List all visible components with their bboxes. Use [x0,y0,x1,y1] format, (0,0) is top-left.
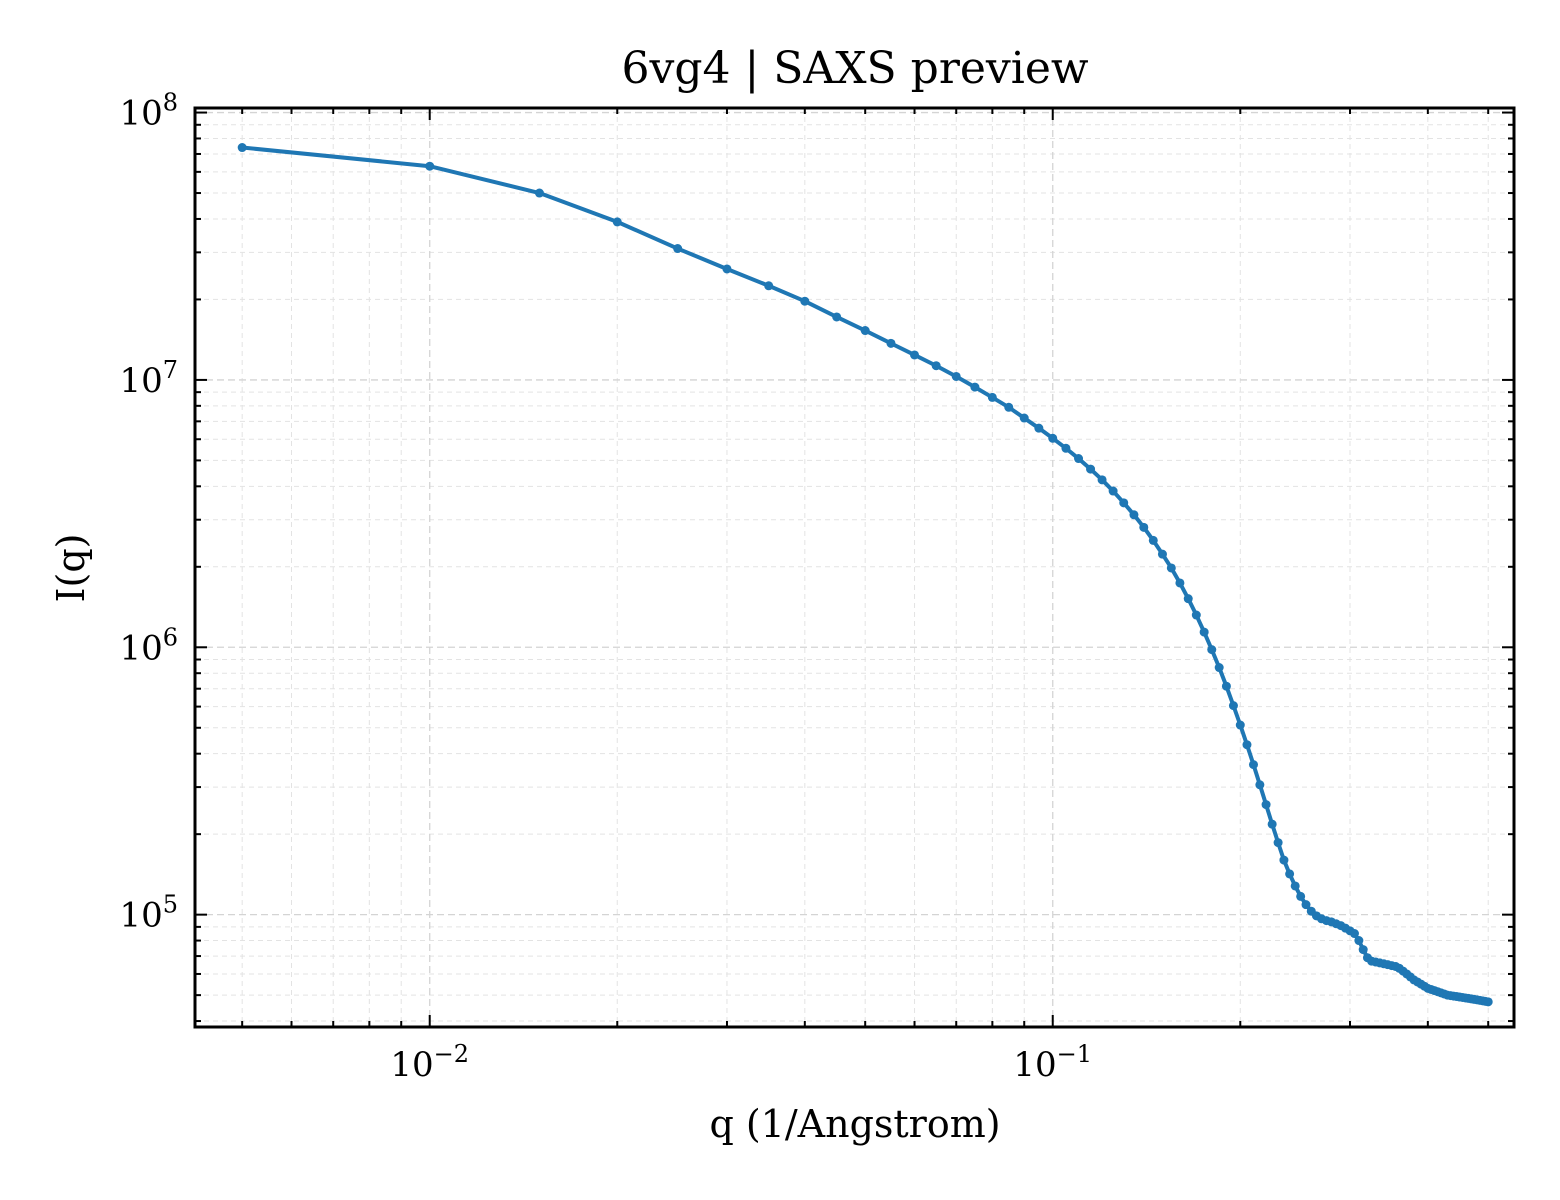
data-point [1175,578,1185,588]
data-point [1214,663,1224,673]
data-point [1301,900,1311,910]
data-point [1191,610,1201,620]
data-point [886,338,896,348]
data-point [1199,627,1209,637]
data-point [931,361,941,371]
data-point [1183,594,1193,604]
data-point [612,217,622,227]
y-tick-label: 106 [119,623,178,668]
data-point [1119,498,1129,508]
data-point [425,161,435,171]
plot-frame [193,106,1516,1029]
y-tick-label: 107 [119,356,178,401]
data-point [1354,936,1364,946]
data-point [1148,535,1158,545]
data-point [1097,475,1107,485]
data-point [987,392,997,402]
series-layer [237,143,1493,1007]
data-point [1285,869,1295,879]
data-point [1228,701,1238,711]
data-point [1086,464,1096,474]
data-point [910,350,920,360]
y-tick-label: 105 [119,891,178,936]
data-point [764,281,774,291]
data-point [1019,413,1029,423]
data-point [722,264,732,274]
axis-ticks [195,108,1514,1027]
data-point [1139,522,1149,532]
data-point [534,188,544,198]
data-point [1034,423,1044,433]
grid [195,108,1514,1027]
data-point [1279,855,1289,865]
data-point [1074,454,1084,464]
data-point [1261,800,1271,810]
data-point [1290,881,1300,891]
data-point [1255,780,1265,790]
data-point [1349,929,1359,939]
x-tick-label: 10−1 [1013,1040,1092,1085]
data-point [1242,740,1252,750]
data-point [970,382,980,392]
data-point [1296,891,1306,901]
data-point [673,244,683,254]
data-point [800,296,810,306]
data-point [832,312,842,322]
data-point [1235,720,1245,730]
data-point [1358,945,1368,955]
data-point [1108,486,1118,496]
data-point [1221,681,1231,691]
data-point [1157,549,1167,559]
data-point [1267,819,1277,829]
data-point [1061,443,1071,453]
data-point [237,143,247,153]
data-point [1273,838,1283,848]
x-axis-label: q (1/Angstrom) [709,1102,1000,1146]
data-point [1166,563,1176,573]
tick-labels: 10−2 10−1 105 106 107 108 [119,89,1092,1085]
data-point [1207,645,1217,655]
data-point [951,371,961,381]
data-point [860,326,870,336]
chart-title: 6vg4 | SAXS preview [621,43,1088,94]
data-point [1004,402,1014,412]
data-point [1248,760,1258,770]
data-point [1129,510,1139,520]
data-point [1483,997,1493,1007]
y-tick-label: 108 [119,89,178,134]
data-point [1048,433,1058,443]
y-axis-label: I(q) [49,534,93,603]
x-tick-label: 10−2 [390,1040,469,1085]
